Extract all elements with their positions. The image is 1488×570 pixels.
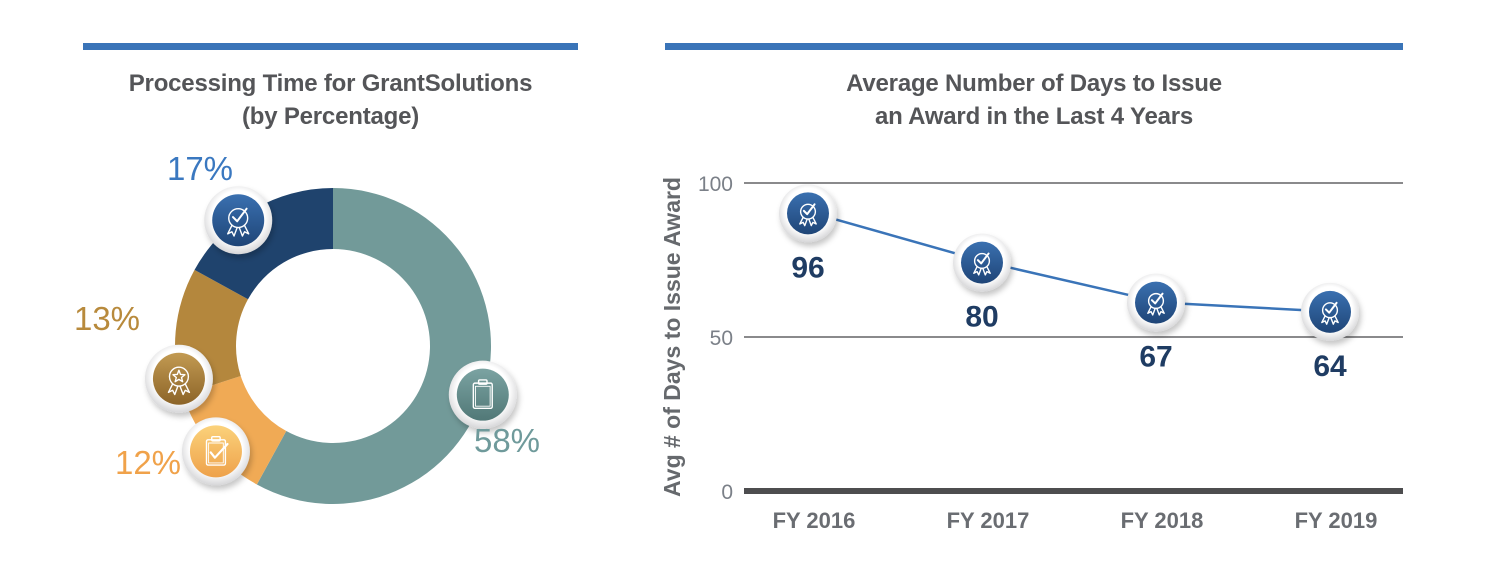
award-check-icon: [227, 207, 250, 237]
series-line: [813, 212, 1337, 314]
left-title-line1: Processing Time for GrantSolutions: [128, 70, 533, 97]
clipboard-check-icon: [205, 435, 229, 466]
x-tick-label: FY 2019: [1295, 508, 1378, 533]
data-point-marker: [953, 233, 1011, 292]
y-tick-label: 100: [698, 173, 733, 196]
data-value-label: 67: [1139, 341, 1172, 374]
right-title-line2: an Award in the Last 4 Years: [874, 103, 1194, 130]
x-tick-label: FY 2017: [947, 508, 1030, 533]
award-check-icon: [1147, 292, 1165, 316]
left-title-rule: [83, 43, 578, 50]
right-title-rule: [665, 43, 1403, 50]
y-tick-label: 0: [721, 481, 733, 504]
badge-disc: [456, 368, 509, 421]
star-ribbon-icon: [167, 366, 191, 396]
data-value-label: 96: [791, 251, 824, 284]
donut-slice-label: 17%: [167, 150, 233, 187]
award-check-icon: [1321, 301, 1339, 325]
data-point-marker: [1127, 273, 1185, 332]
award-check-icon: [973, 252, 991, 276]
y-axis-label: Avg # of Days to Issue Award: [659, 177, 685, 497]
data-point-marker: [1301, 282, 1359, 341]
data-point-marker: [779, 184, 837, 243]
award-check-icon: [799, 203, 817, 227]
donut-badge: [448, 360, 517, 429]
badge-disc: [189, 425, 242, 478]
donut-slice-label: 12%: [115, 444, 181, 481]
donut-badge: [204, 186, 273, 255]
donut-badge: [144, 344, 213, 413]
x-tick-label: FY 2016: [773, 508, 856, 533]
data-value-label: 64: [1313, 350, 1347, 383]
donut-slice: [194, 188, 333, 300]
right-title-line1: Average Number of Days to Issue: [846, 70, 1222, 97]
donut-slice-label: 13%: [74, 300, 140, 337]
left-title-line2: (by Percentage): [241, 103, 420, 130]
donut-slice-label: 58%: [474, 422, 540, 459]
right-chart-title: Average Number of Days to Issue an Award…: [665, 67, 1403, 133]
x-tick-label: FY 2018: [1121, 508, 1204, 533]
donut-slice: [256, 188, 491, 504]
clipboard-icon: [472, 379, 493, 410]
y-tick-label: 50: [710, 327, 733, 350]
data-value-label: 80: [965, 301, 998, 334]
donut-badge: [181, 417, 250, 486]
left-chart-title: Processing Time for GrantSolutions (by P…: [83, 67, 578, 133]
